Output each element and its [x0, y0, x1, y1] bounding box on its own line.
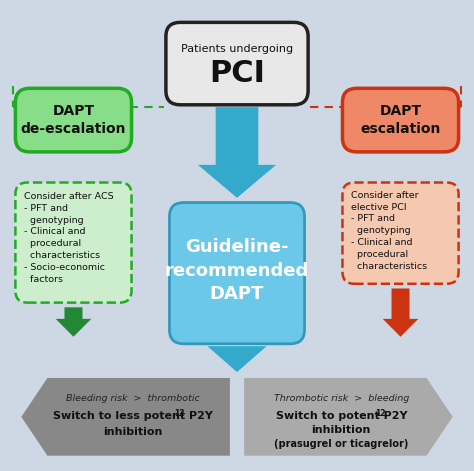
Text: (prasugrel or ticagrelor): (prasugrel or ticagrelor) [274, 439, 409, 449]
Text: Guideline-
recommended
DAPT: Guideline- recommended DAPT [165, 238, 309, 303]
Text: PCI: PCI [209, 59, 265, 89]
Text: DAPT
escalation: DAPT escalation [360, 105, 441, 136]
FancyBboxPatch shape [342, 182, 458, 284]
FancyBboxPatch shape [342, 89, 458, 152]
Text: Patients undergoing: Patients undergoing [181, 43, 293, 54]
Text: inhibition: inhibition [311, 425, 371, 435]
Text: inhibition: inhibition [103, 427, 163, 438]
Text: Switch to less potent P2Y: Switch to less potent P2Y [53, 411, 213, 421]
FancyBboxPatch shape [15, 89, 131, 152]
FancyBboxPatch shape [15, 182, 131, 303]
Text: DAPT
de-escalation: DAPT de-escalation [21, 105, 126, 136]
Text: Consider after ACS
- PFT and
  genotyping
- Clinical and
  procedural
  characte: Consider after ACS - PFT and genotyping … [24, 192, 114, 284]
Text: Switch to potent P2Y: Switch to potent P2Y [275, 411, 407, 421]
Text: 12: 12 [174, 408, 184, 418]
Text: Bleeding risk  >  thrombotic: Bleeding risk > thrombotic [66, 394, 200, 404]
Text: Thrombotic risk  >  bleeding: Thrombotic risk > bleeding [273, 394, 409, 404]
FancyBboxPatch shape [166, 23, 308, 105]
Polygon shape [21, 378, 230, 456]
FancyBboxPatch shape [170, 203, 304, 344]
Polygon shape [56, 308, 91, 337]
Text: 12: 12 [375, 408, 385, 418]
Polygon shape [383, 288, 418, 337]
Polygon shape [198, 107, 276, 198]
Polygon shape [244, 378, 453, 456]
Text: Consider after
elective PCI
- PFT and
  genotyping
- Clinical and
  procedural
 : Consider after elective PCI - PFT and ge… [351, 191, 427, 271]
Polygon shape [207, 346, 266, 372]
